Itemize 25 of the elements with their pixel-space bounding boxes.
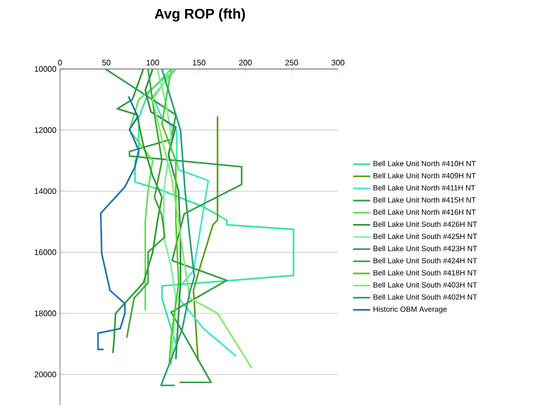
- line-series: [134, 69, 294, 345]
- y-tick-label: 20000: [34, 372, 56, 378]
- line-series: [160, 69, 196, 386]
- x-tick-label: 50: [102, 60, 110, 66]
- x-tick-label: 300: [332, 60, 344, 66]
- chart-title: Avg ROP (fth): [154, 8, 245, 22]
- x-tick-label: 0: [58, 60, 62, 66]
- y-tick-label: 14000: [34, 188, 56, 194]
- line-series: [152, 69, 237, 357]
- y-tick-label: 16000: [34, 249, 56, 256]
- y-tick-label: 18000: [34, 310, 56, 316]
- x-tick-label: 150: [192, 60, 206, 66]
- line-series: [161, 69, 180, 364]
- line-series: [156, 69, 177, 366]
- line-series: [97, 96, 140, 350]
- line-series: [152, 69, 253, 370]
- y-tick-label: 10000: [34, 66, 56, 72]
- line-series: [192, 116, 218, 362]
- x-tick-label: 200: [239, 60, 252, 66]
- line-series: [144, 69, 182, 360]
- x-tick-label: 100: [146, 60, 160, 66]
- y-tick-label: 12000: [34, 127, 56, 133]
- x-tick-label: 250: [285, 60, 298, 66]
- line-series: [112, 69, 163, 354]
- line-series: [104, 69, 242, 384]
